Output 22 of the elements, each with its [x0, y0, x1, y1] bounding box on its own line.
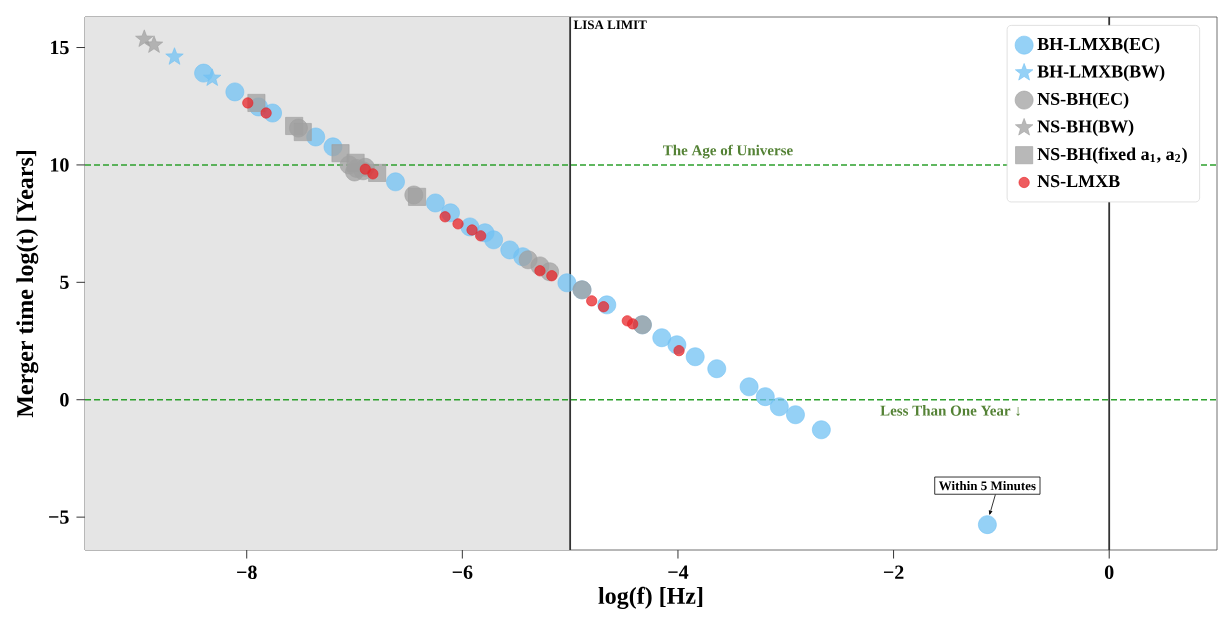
legend-label: BH-LMXB(EC)	[1037, 37, 1160, 54]
y-tick-label: 0	[60, 392, 69, 407]
legend-label: BH-LMXB(BW)	[1037, 64, 1165, 82]
x-axis-title: log(f) [Hz]	[598, 586, 703, 610]
y-tick-label: 10	[51, 158, 69, 172]
legend-label: NS-BH(fixed a$_{1}$, a$_{2}$)	[1037, 147, 1187, 164]
x-tick-label: −4	[668, 565, 689, 579]
x-tick-label: −2	[883, 565, 904, 579]
x-tick-label: −8	[237, 565, 257, 580]
y-tick-label: −5	[49, 510, 69, 524]
ref-line-label: LISA LIMIT	[573, 20, 647, 30]
x-tick-label: 0	[1104, 565, 1114, 580]
y-axis-title: Merger time log(t) [Years]	[16, 150, 39, 418]
annotation: Within 5 Minutes	[938, 481, 1036, 491]
y-tick-label: 5	[60, 275, 69, 289]
legend-label: NS-BH(BW)	[1037, 119, 1134, 137]
legend-label: NS-BH(EC)	[1037, 92, 1129, 109]
ref-line-label: The Age of Universe	[662, 144, 793, 159]
x-tick-label: −6	[452, 565, 473, 580]
ref-line-label: Less Than One Year ↓	[880, 405, 1020, 416]
y-tick-label: 15	[51, 40, 69, 55]
legend-label: NS-LMXB	[1037, 175, 1120, 188]
